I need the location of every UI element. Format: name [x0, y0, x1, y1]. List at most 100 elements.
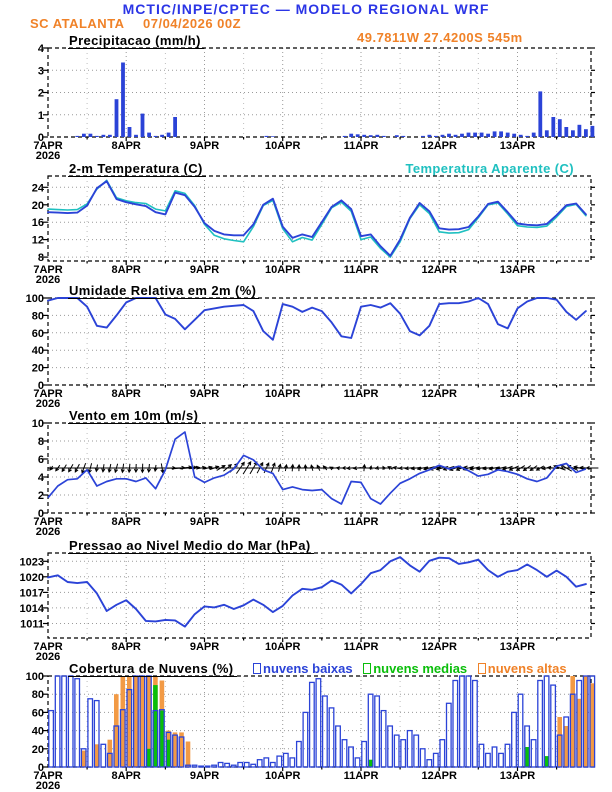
svg-text:1011: 1011	[20, 619, 44, 631]
svg-text:9APR: 9APR	[190, 770, 219, 782]
coords-label: 49.7811W 27.4200S 545m	[357, 30, 523, 45]
svg-text:20: 20	[32, 744, 44, 756]
precip-title: Precipitacao (mm/h)	[68, 33, 204, 49]
svg-text:12APR: 12APR	[421, 641, 457, 653]
svg-text:1023: 1023	[20, 556, 44, 568]
svg-text:11APR: 11APR	[344, 140, 379, 152]
svg-text:12APR: 12APR	[421, 770, 457, 782]
svg-text:80: 80	[32, 310, 44, 322]
svg-text:7APR: 7APR	[33, 388, 62, 400]
svg-text:9APR: 9APR	[190, 516, 219, 528]
svg-text:12APR: 12APR	[421, 516, 457, 528]
svg-text:2026: 2026	[36, 398, 60, 410]
svg-text:0: 0	[38, 508, 44, 520]
svg-text:60: 60	[32, 707, 44, 719]
svg-text:9APR: 9APR	[190, 641, 219, 653]
svg-text:8APR: 8APR	[112, 516, 141, 528]
svg-text:11APR: 11APR	[344, 264, 379, 276]
svg-text:9APR: 9APR	[190, 140, 219, 152]
svg-text:11APR: 11APR	[344, 641, 379, 653]
svg-text:7APR: 7APR	[33, 770, 62, 782]
rh-series	[47, 297, 587, 341]
svg-text:11APR: 11APR	[344, 770, 379, 782]
svg-text:13APR: 13APR	[500, 140, 536, 152]
wind-speed-line	[47, 431, 587, 505]
svg-text:100: 100	[26, 293, 44, 305]
svg-text:0: 0	[38, 132, 44, 144]
nuvens-altas-swatch	[477, 663, 486, 674]
svg-text:2026: 2026	[36, 526, 60, 538]
svg-text:8: 8	[38, 436, 44, 448]
svg-text:10: 10	[32, 418, 44, 430]
svg-text:13APR: 13APR	[500, 264, 536, 276]
clouds-baixas-bars	[48, 675, 596, 768]
temp-series	[47, 179, 587, 258]
svg-text:12APR: 12APR	[421, 264, 457, 276]
svg-text:11APR: 11APR	[344, 516, 379, 528]
svg-text:100: 100	[26, 671, 44, 683]
wind-title: Vento em 10m (m/s)	[68, 408, 202, 424]
svg-text:8APR: 8APR	[112, 264, 141, 276]
svg-text:0: 0	[38, 380, 44, 392]
run-label: 07/04/2026 00Z	[143, 16, 242, 31]
legend-nuvens-medias: nuvens medias	[363, 661, 467, 676]
svg-text:8: 8	[38, 252, 44, 264]
pressure-series	[47, 556, 587, 628]
svg-text:1020: 1020	[20, 572, 44, 584]
svg-text:8APR: 8APR	[112, 641, 141, 653]
svg-text:11APR: 11APR	[344, 388, 379, 400]
svg-text:9APR: 9APR	[190, 264, 219, 276]
svg-text:60: 60	[32, 328, 44, 340]
svg-text:2026: 2026	[36, 651, 60, 663]
svg-text:10APR: 10APR	[265, 388, 301, 400]
svg-text:2026: 2026	[36, 780, 60, 792]
svg-text:10APR: 10APR	[265, 641, 301, 653]
svg-text:20: 20	[32, 363, 44, 375]
legend-nuvens-altas: nuvens altas	[477, 661, 567, 676]
svg-text:2: 2	[38, 88, 44, 100]
svg-text:7APR: 7APR	[33, 516, 62, 528]
nuvens-medias-swatch	[363, 663, 372, 674]
svg-text:9APR: 9APR	[190, 388, 219, 400]
svg-text:16: 16	[32, 217, 44, 229]
svg-text:2026: 2026	[36, 274, 60, 286]
svg-text:13APR: 13APR	[500, 641, 536, 653]
svg-text:10APR: 10APR	[265, 140, 301, 152]
svg-text:4: 4	[38, 472, 45, 484]
svg-text:24: 24	[32, 182, 45, 194]
svg-text:12: 12	[32, 235, 44, 247]
humidity-title: Umidade Relativa em 2m (%)	[68, 283, 260, 299]
svg-text:4: 4	[38, 43, 45, 55]
svg-text:13APR: 13APR	[500, 388, 536, 400]
svg-text:6: 6	[38, 454, 44, 466]
svg-text:3: 3	[38, 65, 44, 77]
svg-text:10APR: 10APR	[265, 516, 301, 528]
clouds-green-bars	[146, 685, 549, 767]
clouds-legend: nuvens baixas nuvens medias nuvens altas	[253, 661, 574, 676]
svg-text:1017: 1017	[20, 587, 44, 599]
svg-text:7APR: 7APR	[33, 140, 62, 152]
temp-series	[47, 180, 587, 257]
svg-text:2: 2	[38, 490, 44, 502]
svg-text:13APR: 13APR	[500, 516, 536, 528]
pressure-title: Pressao ao Nivel Medio do Mar (hPa)	[68, 538, 314, 554]
svg-text:10APR: 10APR	[265, 770, 301, 782]
svg-text:13APR: 13APR	[500, 770, 536, 782]
svg-text:1: 1	[38, 110, 44, 122]
svg-text:7APR: 7APR	[33, 641, 62, 653]
temp-aparente-label: Temperatura Aparente (C)	[405, 161, 574, 176]
svg-text:7APR: 7APR	[33, 264, 62, 276]
svg-text:80: 80	[32, 689, 44, 701]
svg-text:20: 20	[32, 200, 44, 212]
temp-title: 2-m Temperatura (C)	[68, 161, 206, 177]
nuvens-baixas-swatch	[253, 663, 261, 674]
station-label: SC ATALANTA	[30, 16, 125, 31]
svg-text:40: 40	[32, 726, 44, 738]
svg-text:0: 0	[38, 762, 44, 774]
precip-bars	[75, 62, 595, 137]
svg-text:12APR: 12APR	[421, 388, 457, 400]
model-title: MCTIC/INPE/CPTEC — MODELO REGIONAL WRF	[122, 1, 490, 17]
svg-text:8APR: 8APR	[112, 388, 141, 400]
